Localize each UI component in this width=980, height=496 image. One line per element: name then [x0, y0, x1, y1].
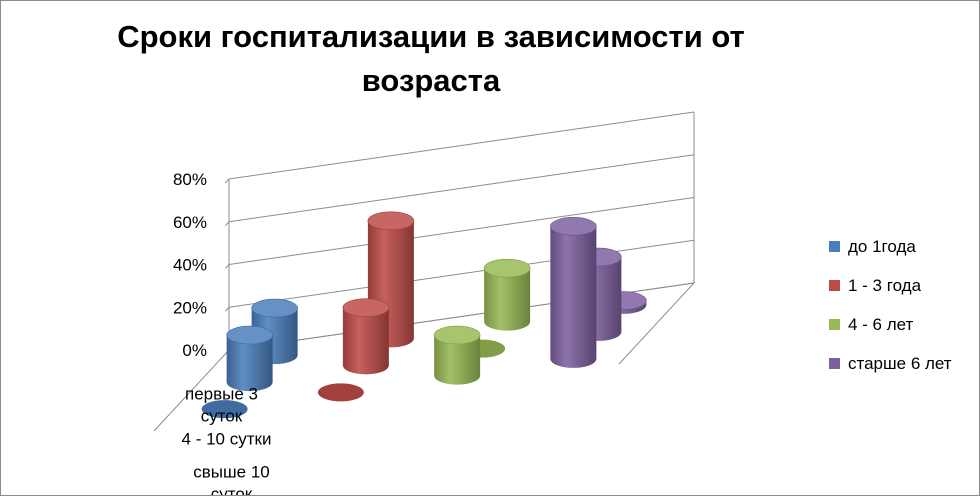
bar-top: [550, 217, 597, 236]
y-tick-label: 80%: [173, 170, 207, 189]
legend-swatch: [829, 358, 840, 369]
bar-top: [251, 298, 298, 318]
y-tick-label: 0%: [182, 341, 207, 360]
gridline: [228, 154, 695, 223]
category-label: свыше 10 суток: [193, 463, 269, 496]
bar-body: [226, 335, 273, 392]
bar-disc: [317, 383, 364, 402]
bar: [433, 325, 481, 385]
legend-swatch: [829, 319, 840, 330]
bar-body: [434, 335, 481, 385]
legend-swatch: [829, 280, 840, 291]
bar: [201, 400, 248, 419]
bar: [226, 325, 273, 392]
y-tick-label: 40%: [173, 256, 207, 275]
bar-body: [550, 226, 597, 368]
category-label: 4 - 10 сутки: [182, 430, 272, 449]
legend-label: до 1года: [848, 236, 916, 256]
legend-label: 4 - 6 лет: [848, 314, 914, 334]
bar-top: [433, 325, 481, 345]
legend-label: 1 - 3 года: [848, 275, 922, 295]
bar-top: [226, 325, 273, 345]
chart-title: Сроки госпитализации в зависимости от во…: [117, 19, 745, 98]
legend-item: до 1года: [829, 233, 952, 260]
bar: [550, 217, 597, 368]
legend-item: 1 - 3 года: [829, 272, 952, 299]
gridline-side: [224, 178, 230, 184]
gridline-side: [224, 306, 230, 312]
legend-label: старше 6 лет: [848, 353, 952, 373]
bar: [483, 258, 531, 331]
bar: [317, 383, 364, 402]
legend-item: старше 6 лет: [829, 350, 952, 377]
legend: до 1года 1 - 3 года 4 - 6 лет старше 6 лет: [829, 233, 952, 389]
gridline-side: [224, 221, 230, 227]
bar-top: [483, 258, 531, 278]
gridline: [228, 197, 695, 265]
y-tick-label: 20%: [173, 298, 207, 317]
category-label: первые 3 суток: [185, 385, 258, 426]
bar-top: [367, 211, 415, 231]
bar: [342, 298, 390, 375]
gridline: [228, 111, 695, 180]
legend-item: 4 - 6 лет: [829, 311, 952, 338]
bar-body: [342, 307, 389, 375]
y-tick-label: 60%: [173, 213, 207, 232]
bar-disc: [201, 400, 248, 419]
gridline-side: [224, 264, 230, 269]
bar-body: [484, 268, 531, 331]
bar-top: [342, 298, 390, 317]
legend-swatch: [829, 241, 840, 252]
